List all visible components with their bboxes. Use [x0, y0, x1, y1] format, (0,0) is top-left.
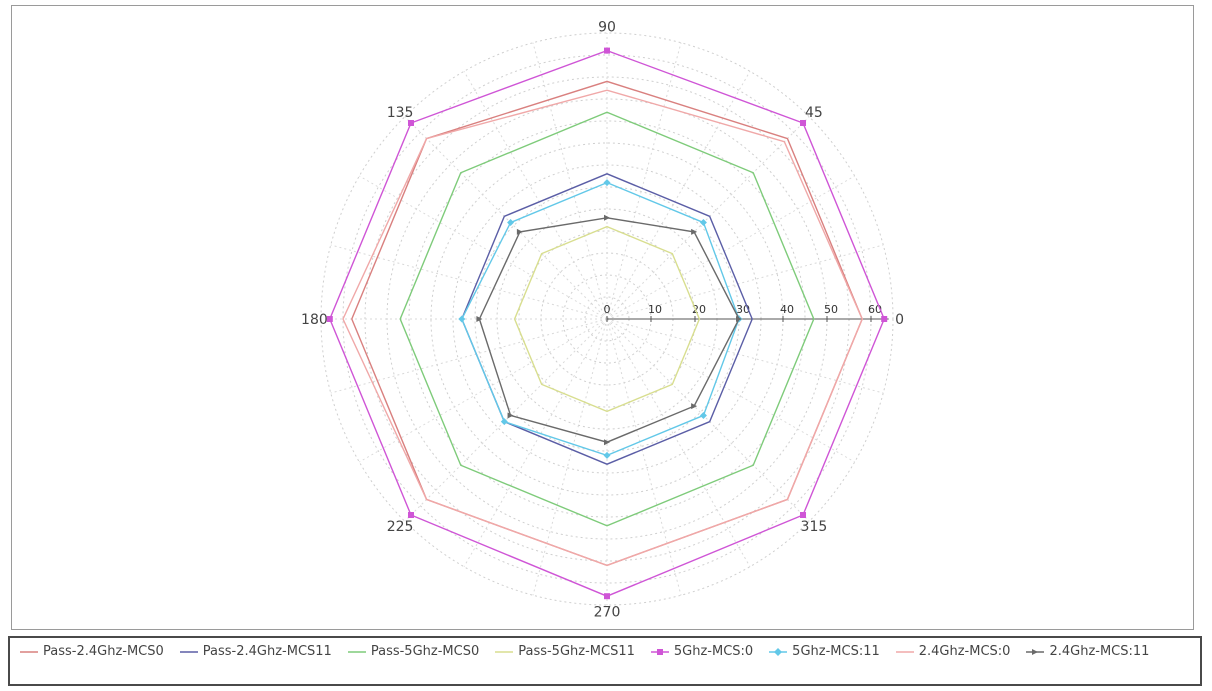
grid-spoke [606, 318, 751, 567]
angle-label: 45 [805, 105, 823, 121]
data-point [603, 451, 611, 459]
data-point [699, 411, 707, 419]
angle-label: 225 [387, 519, 414, 535]
legend-item: Pass-2.4Ghz-MCS11 [178, 641, 332, 662]
legend-label: 5Ghz-MCS:11 [792, 644, 880, 659]
legend-label: 2.4Ghz-MCS:11 [1049, 644, 1150, 659]
grid-spoke [606, 318, 884, 394]
data-point [500, 418, 508, 426]
radial-tick-label: 40 [780, 303, 794, 316]
angle-label: 90 [598, 19, 616, 35]
data-point [604, 593, 610, 600]
radial-tick-label: 10 [648, 303, 662, 316]
data-point [407, 512, 414, 519]
legend-swatch [650, 648, 669, 655]
grid-spoke [606, 318, 810, 522]
grid-spoke [359, 318, 608, 463]
legend-swatch [20, 650, 38, 653]
legend-swatch [895, 650, 914, 653]
legend-item: 5Ghz-MCS:0 [649, 641, 753, 662]
grid-spoke [606, 116, 810, 320]
legend-label: 2.4Ghz-MCS:0 [918, 644, 1011, 659]
legend-item: 2.4Ghz-MCS:0 [894, 641, 1011, 662]
data-point [507, 219, 515, 227]
data-point [604, 439, 610, 446]
data-point [507, 412, 514, 419]
data-point [458, 315, 466, 323]
legend-swatch [769, 647, 788, 656]
data-point [800, 119, 807, 126]
grid-spoke [606, 71, 751, 320]
legend-item: Pass-2.4Ghz-MCS0 [18, 641, 164, 662]
data-point [800, 512, 807, 519]
legend-item: Pass-5Ghz-MCS0 [346, 641, 479, 662]
legend-label: Pass-5Ghz-MCS0 [370, 644, 480, 659]
data-point [699, 219, 707, 227]
radial-tick-label: 20 [692, 303, 706, 316]
data-point [516, 228, 523, 235]
grid-spoke [463, 318, 608, 567]
legend-item: 2.4Ghz-MCS:11 [1024, 641, 1149, 662]
series-line [478, 217, 740, 443]
angle-label: 315 [801, 519, 828, 535]
legend-label: Pass-2.4Ghz-MCS11 [202, 644, 332, 659]
data-point [604, 214, 610, 221]
angle-label: 0 [895, 312, 904, 328]
grid-spoke [463, 71, 608, 320]
angle-label: 180 [301, 312, 328, 328]
data-point [691, 228, 698, 235]
series-line [399, 111, 815, 527]
legend-swatch [495, 650, 514, 653]
data-point [326, 316, 333, 322]
grid-spoke [404, 116, 608, 320]
legend-item: 5Ghz-MCS:11 [767, 641, 880, 662]
legend-label: 5Ghz-MCS:0 [673, 644, 754, 659]
grid-spoke [532, 318, 608, 596]
radial-tick-label: 50 [824, 303, 838, 316]
data-point [691, 403, 698, 410]
legend-label: Pass-2.4Ghz-MCS0 [43, 644, 164, 659]
series-line [342, 89, 863, 567]
grid-spoke [606, 318, 682, 596]
legend-swatch [1026, 648, 1045, 655]
data-point [604, 47, 610, 54]
data-point [603, 179, 611, 187]
data-point [736, 316, 742, 322]
data-point [407, 119, 414, 126]
angle-label: 270 [594, 605, 621, 621]
legend-item: Pass-5Ghz-MCS11 [493, 641, 635, 662]
legend-swatch [347, 650, 366, 653]
series-line [513, 225, 701, 413]
legend: Pass-2.4Ghz-MCS0 Pass-2.4Ghz-MCS11 Pass-5G… [8, 636, 1202, 686]
legend-swatch [179, 650, 198, 653]
angle-label: 135 [387, 105, 414, 121]
radial-tick-label: 0 [604, 303, 611, 316]
data-point [881, 316, 888, 322]
plot-area [11, 5, 1194, 630]
data-point [476, 316, 483, 322]
legend-label: Pass-5Ghz-MCS11 [518, 644, 635, 659]
